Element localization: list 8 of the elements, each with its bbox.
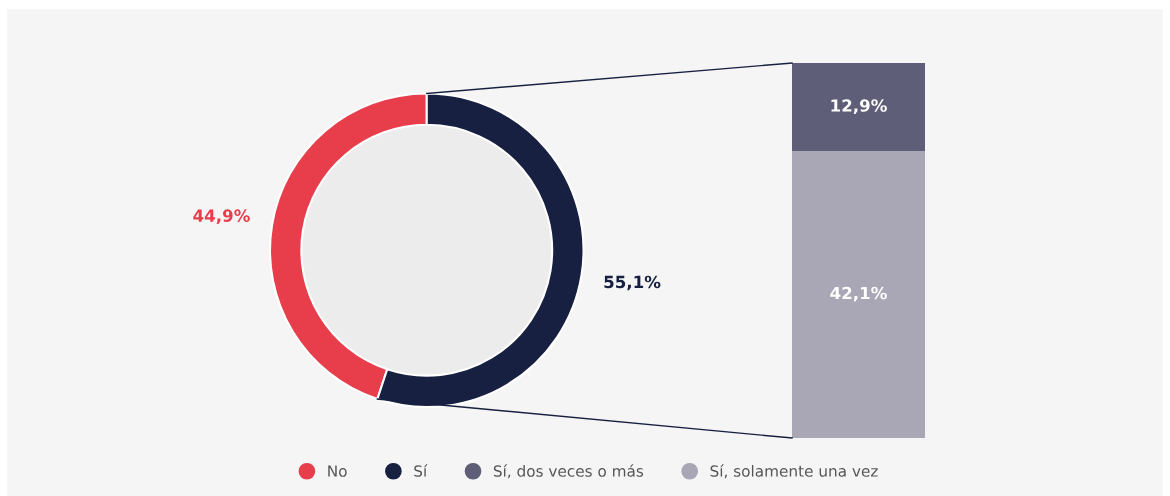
data-label: 44,9% bbox=[193, 209, 250, 225]
legend-label: Sí, solamente una vez bbox=[710, 464, 878, 479]
data-label: 12,9% bbox=[831, 99, 887, 114]
data-label: 42,1% bbox=[830, 286, 887, 302]
data-label: 55,1% bbox=[604, 275, 661, 291]
legend-label: No bbox=[328, 465, 347, 477]
legend-label: Sí, dos veces o más bbox=[493, 464, 644, 479]
legend-label: Sí bbox=[414, 464, 428, 477]
